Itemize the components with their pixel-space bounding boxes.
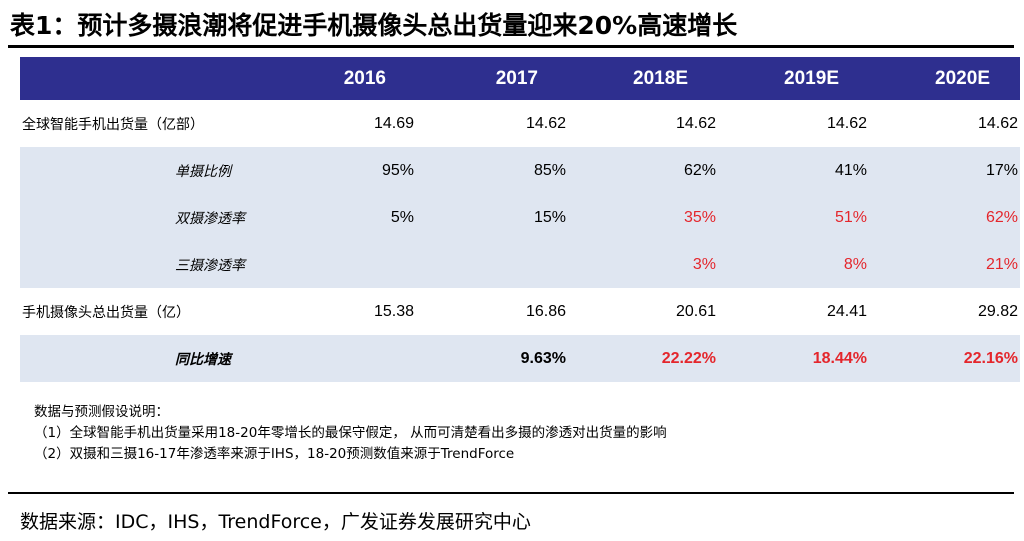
table-header-row: 2016 2017 2018E 2019E 2020E — [20, 57, 1020, 100]
header-2016: 2016 — [343, 67, 386, 89]
table-cell: 9.63% — [520, 349, 566, 367]
table-cell: 17% — [985, 161, 1018, 179]
table-row: 手机摄像头总出货量（亿） 15.38 16.86 20.61 24.41 29.… — [20, 288, 1020, 335]
table-row: 双摄渗透率 5% 15% 35% 51% 62% — [20, 194, 1020, 241]
table-cell: 15% — [533, 208, 566, 226]
table-cell — [270, 241, 416, 288]
table-cell: 14.62 — [675, 114, 716, 132]
table-cell: 16.86 — [525, 302, 566, 320]
table-cell-highlight: 62% — [985, 208, 1018, 226]
notes-line: （1）全球智能手机出货量采用18-20年零增长的最保守假定， 从而可清楚看出多摄… — [34, 425, 667, 441]
table-row: 同比增速 9.63% 22.22% 18.44% 22.16% — [20, 335, 1020, 382]
header-2017: 2017 — [495, 67, 538, 89]
notes-line: （2）双摄和三摄16-17年渗透率来源于IHS，18-20预测数值来源于Tren… — [34, 446, 515, 462]
row-label: 单摄比例 — [175, 163, 231, 180]
table-cell-highlight: 8% — [843, 255, 867, 273]
notes-heading: 数据与预测假设说明： — [34, 404, 169, 420]
table-cell: 41% — [834, 161, 867, 179]
row-label: 三摄渗透率 — [175, 257, 245, 274]
table-cell: 20.61 — [675, 302, 716, 320]
table-cell — [416, 241, 568, 288]
table-cell: 85% — [533, 161, 566, 179]
table-cell-highlight: 51% — [834, 208, 867, 226]
table-row: 全球智能手机出货量（亿部） 14.69 14.62 14.62 14.62 14… — [20, 100, 1020, 147]
table-cell-highlight: 18.44% — [812, 349, 867, 367]
table-cell: 14.62 — [977, 114, 1018, 132]
table-row: 单摄比例 95% 85% 62% 41% 17% — [20, 147, 1020, 194]
header-2019e: 2019E — [784, 67, 839, 89]
row-label: 全球智能手机出货量（亿部） — [22, 116, 204, 133]
table-cell: 15.38 — [373, 302, 414, 320]
table-cell-highlight: 22.16% — [963, 349, 1018, 367]
table-cell: 14.62 — [525, 114, 566, 132]
top-divider — [8, 45, 1014, 48]
table-cell: 5% — [390, 208, 414, 226]
row-label: 手机摄像头总出货量（亿） — [22, 304, 190, 321]
table-cell: 24.41 — [826, 302, 867, 320]
source-line: 数据来源：IDC，IHS，TrendForce，广发证券发展研究中心 — [20, 511, 531, 533]
header-2018e: 2018E — [633, 67, 688, 89]
header-2020e: 2020E — [935, 67, 990, 89]
page-title: 表1：预计多摄浪潮将促进手机摄像头总出货量迎来20%高速增长 — [10, 11, 738, 40]
table-cell-highlight: 35% — [683, 208, 716, 226]
table-cell: 95% — [381, 161, 414, 179]
data-table: 2016 2017 2018E 2019E 2020E 全球智能手机出货量（亿部… — [20, 57, 1020, 382]
table-cell: 62% — [683, 161, 716, 179]
row-label: 双摄渗透率 — [175, 210, 245, 227]
table-cell-highlight: 22.22% — [661, 349, 716, 367]
table-cell: 29.82 — [977, 302, 1018, 320]
table-cell: 14.62 — [826, 114, 867, 132]
header-empty — [20, 57, 270, 100]
table-cell: 14.69 — [373, 114, 414, 132]
row-label: 同比增速 — [175, 351, 231, 368]
table-row: 三摄渗透率 3% 8% 21% — [20, 241, 1020, 288]
table-cell — [270, 335, 416, 382]
table-cell-highlight: 21% — [985, 255, 1018, 273]
bottom-divider — [8, 492, 1014, 494]
table-cell-highlight: 3% — [692, 255, 716, 273]
notes-block: 数据与预测假设说明： （1）全球智能手机出货量采用18-20年零增长的最保守假定… — [34, 402, 667, 465]
